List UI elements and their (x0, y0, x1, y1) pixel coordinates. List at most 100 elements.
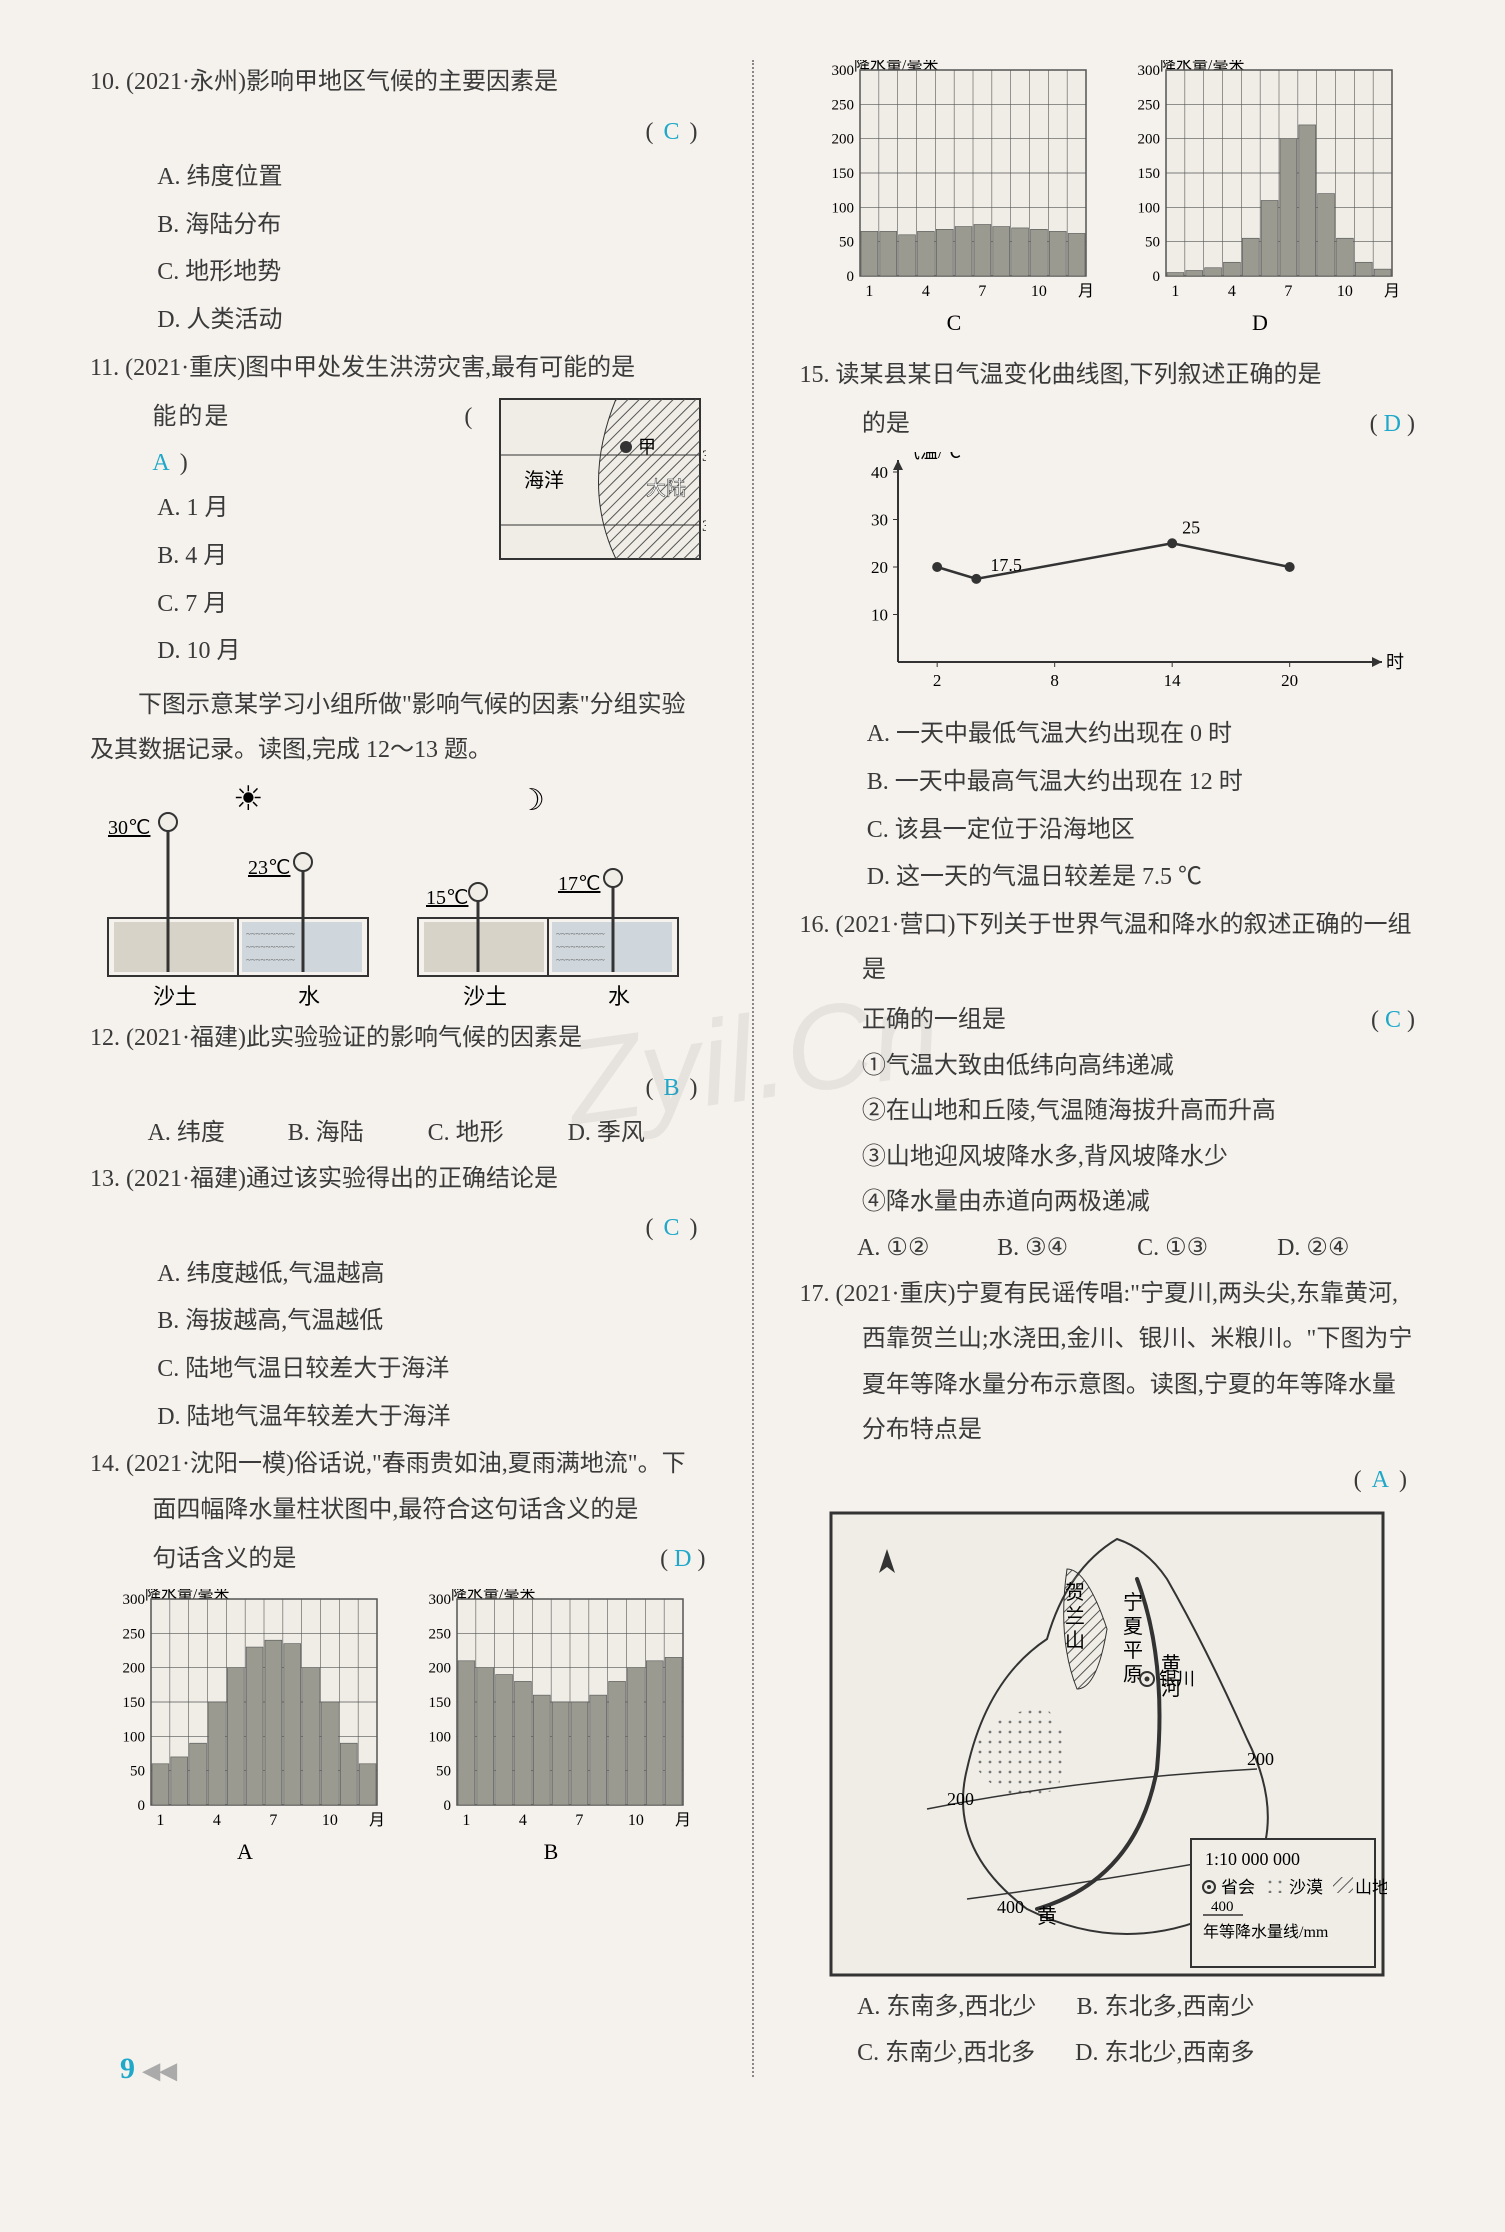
q13-opt-c: C. 陆地气温日较差大于海洋 (157, 1347, 705, 1393)
svg-text:省会: 省会 (1221, 1878, 1255, 1897)
svg-text:0: 0 (847, 269, 855, 285)
svg-text:黄: 黄 (1037, 1905, 1057, 1928)
svg-text:30℃: 30℃ (108, 817, 150, 839)
q11-map-figure: 甲 海洋 大陆 36° 34° (496, 395, 706, 565)
svg-text:1:10 000 000: 1:10 000 000 (1205, 1849, 1300, 1869)
q16-answer: C (1385, 1007, 1401, 1033)
svg-text:20: 20 (871, 558, 888, 577)
q10-opt-d: D. 人类活动 (157, 298, 705, 344)
svg-text:B: B (543, 1839, 558, 1864)
q15-options: A. 一天中最低气温大约出现在 0 时 B. 一天中最高气温大约出现在 12 时… (800, 712, 1416, 900)
svg-text:1: 1 (866, 283, 874, 300)
svg-text:15℃: 15℃ (426, 887, 468, 909)
svg-text:月份: 月份 (369, 1811, 385, 1829)
svg-text:7: 7 (575, 1812, 583, 1829)
q15-answer-slot: ( D ) (1370, 402, 1415, 448)
svg-text:10: 10 (322, 1812, 338, 1829)
q13-opt-b: B. 海拔越高,气温越低 (157, 1299, 705, 1345)
svg-text:C: C (947, 310, 962, 335)
svg-text:A: A (237, 1839, 253, 1864)
svg-text:150: 150 (832, 166, 855, 182)
q15-opt-a: A. 一天中最低气温大约出现在 0 时 (867, 712, 1415, 758)
svg-text:时: 时 (1386, 652, 1404, 672)
svg-text:200: 200 (832, 132, 855, 148)
q11-opt-c: C. 7 月 (157, 582, 485, 628)
svg-text:大陆: 大陆 (646, 477, 686, 500)
svg-text:200: 200 (122, 1661, 145, 1677)
q11-stem: 11. (2021·重庆)图中甲处发生洪涝灾害,最有可能的是 (90, 346, 706, 392)
svg-text:150: 150 (1138, 166, 1161, 182)
q16-stem-tail: 正确的一组是 (862, 998, 1006, 1044)
svg-text:月份: 月份 (675, 1811, 691, 1829)
q16-statements: ①气温大致由低纬向高纬递减 ②在山地和丘陵,气温随海拔升高而升高 ③山地迎风坡降… (800, 1044, 1416, 1226)
page-number: 9◀◀ (120, 2040, 177, 2097)
q14-answer: D (674, 1546, 691, 1572)
svg-text:250: 250 (428, 1626, 451, 1642)
q16-stmt-2: ②在山地和丘陵,气温随海拔升高而升高 (862, 1089, 1415, 1135)
q10-opt-b: B. 海陆分布 (157, 203, 705, 249)
q13-opt-d: D. 陆地气温年较差大于海洋 (157, 1395, 705, 1441)
q11-opt-a: A. 1 月 (157, 486, 485, 532)
svg-text:30: 30 (871, 510, 888, 529)
q14-ab-row: 降水量/毫米05010015020025030014710月份A 降水量/毫米0… (90, 1589, 706, 1882)
svg-text:50: 50 (436, 1764, 451, 1780)
svg-text:山地: 山地 (1355, 1878, 1387, 1897)
svg-text:10: 10 (1031, 283, 1047, 300)
svg-text:50: 50 (1145, 235, 1160, 251)
svg-text:4: 4 (519, 1812, 527, 1829)
q10-answer-slot: ( C ) (90, 110, 700, 156)
q16-stmt-1: ①气温大致由低纬向高纬递减 (862, 1044, 1415, 1090)
q14-chart-d: 降水量/毫米05010015020025030014710月份D (1120, 60, 1400, 353)
q11-opt-d: D. 10 月 (157, 629, 485, 675)
svg-text:100: 100 (832, 200, 855, 216)
q11-options: A. 1 月 B. 4 月 C. 7 月 D. 10 月 (90, 486, 486, 674)
svg-text:甲: 甲 (638, 437, 656, 457)
q14-cd-row: 降水量/毫米05010015020025030014710月份C 降水量/毫米0… (800, 60, 1416, 353)
svg-text:25: 25 (1182, 517, 1200, 537)
q12-opt-d: D. 季风 (568, 1111, 688, 1157)
svg-text:水: 水 (298, 984, 320, 1009)
q10-answer: C (663, 119, 681, 145)
svg-text:夏: 夏 (1123, 1616, 1143, 1638)
svg-text:23℃: 23℃ (248, 857, 290, 879)
q15-stem-tail: 的是 (862, 402, 910, 448)
q11-answer-slot: 能的是 ( A ) (90, 395, 480, 486)
svg-text:兰: 兰 (1065, 1605, 1085, 1628)
q16-stmt-3: ③山地迎风坡降水多,背风坡降水少 (862, 1135, 1415, 1181)
q10-options: A. 纬度位置 B. 海陆分布 C. 地形地势 D. 人类活动 (90, 155, 706, 343)
svg-text:50: 50 (839, 235, 854, 251)
svg-text:20: 20 (1281, 671, 1298, 690)
q12-options: A. 纬度 B. 海陆 C. 地形 D. 季风 (90, 1111, 706, 1157)
svg-text:月份: 月份 (1078, 282, 1094, 300)
q17-opt-d: D. 东北少,西南多 (1075, 2031, 1254, 2077)
svg-text:150: 150 (428, 1695, 451, 1711)
q17-options: A. 东南多,西北少 B. 东北多,西南少 (800, 1985, 1416, 2031)
svg-text:250: 250 (832, 97, 855, 113)
q15-chart: 气温/℃时1020304028142017.525 (848, 452, 1416, 709)
svg-text:~~~~~~~~~~: ~~~~~~~~~~ (246, 942, 295, 952)
svg-text:250: 250 (1138, 97, 1161, 113)
svg-text:2: 2 (932, 671, 941, 690)
svg-text:300: 300 (1138, 63, 1161, 79)
svg-text:月份: 月份 (1384, 282, 1400, 300)
page-columns: 10. (2021·永州)影响甲地区气候的主要因素是 ( C ) A. 纬度位置… (90, 60, 1415, 2077)
svg-text:水: 水 (608, 984, 630, 1009)
q10-stem: 10. (2021·永州)影响甲地区气候的主要因素是 (90, 60, 706, 106)
q17-map-figure: 200 200 400 400 贺兰山 宁夏平原 黄河 黄 银川 1:10 00… (827, 1509, 1387, 1979)
q16-stem: 16. (2021·营口)下列关于世界气温和降水的叙述正确的一组是 (800, 903, 1416, 994)
q11-body: 能的是 ( A ) A. 1 月 B. 4 月 C. 7 月 D. 10 月 甲… (90, 395, 706, 677)
q17-stem: 17. (2021·重庆)宁夏有民谣传唱:"宁夏川,两头尖,东靠黄河,西靠贺兰山… (800, 1272, 1416, 1454)
experiment-figure: ☀ ☽ ~~~~~~~~~~~~~~~~~~~~~~~~~~~~~~ 30℃ 2… (98, 782, 698, 1012)
q17-opt-c: C. 东南少,西北多 (857, 2031, 1035, 2077)
svg-text:山: 山 (1065, 1629, 1085, 1652)
svg-text:1: 1 (156, 1812, 164, 1829)
svg-text:~~~~~~~~~~: ~~~~~~~~~~ (556, 955, 605, 965)
svg-text:300: 300 (832, 63, 855, 79)
svg-text:0: 0 (443, 1798, 451, 1814)
q13-stem: 13. (2021·福建)通过该实验得出的正确结论是 (90, 1157, 706, 1203)
svg-text:40: 40 (871, 463, 888, 482)
q12-answer: B (663, 1075, 681, 1101)
q12-opt-c: C. 地形 (428, 1111, 548, 1157)
svg-text:4: 4 (922, 283, 930, 300)
svg-text:沙土: 沙土 (463, 984, 507, 1009)
